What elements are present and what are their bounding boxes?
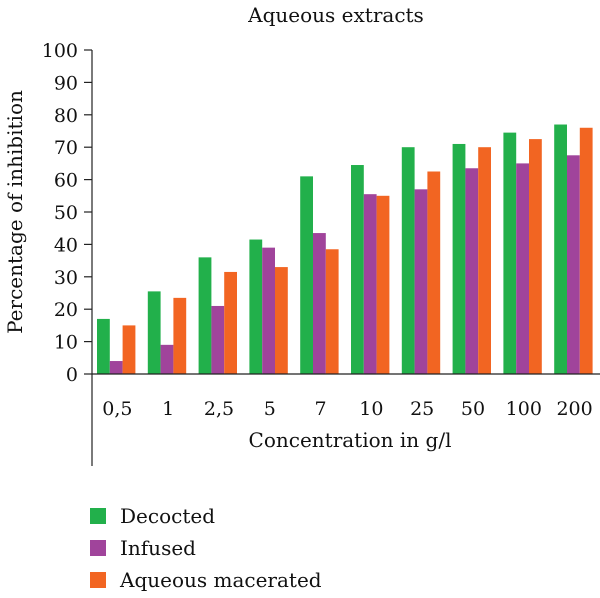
bar-infused xyxy=(516,163,529,374)
bar-decocted xyxy=(401,147,415,374)
y-tick-label: 60 xyxy=(54,170,78,192)
x-axis: 0,5 1 2,5 5 7 10 25 50 100 200 xyxy=(92,373,600,420)
bar-infused xyxy=(313,233,326,374)
y-tick-label: 40 xyxy=(54,234,78,256)
bar-aqueous-macerated xyxy=(325,249,339,374)
x-tick-label: 25 xyxy=(410,398,434,420)
bar-decocted xyxy=(452,143,466,374)
bar-infused xyxy=(363,194,377,374)
legend-item-aqueous-macerated: Aqueous macerated xyxy=(90,564,322,596)
bar-decocted xyxy=(198,257,212,374)
legend-swatch-decocted xyxy=(90,508,106,524)
bar-aqueous-macerated xyxy=(376,195,390,374)
y-tick-label: 0 xyxy=(66,364,78,386)
bar-infused xyxy=(109,361,123,374)
y-tick-label: 50 xyxy=(54,202,78,224)
bar-aqueous-macerated xyxy=(529,139,542,374)
y-tick-label: 80 xyxy=(54,105,78,127)
legend-label-aqueous-macerated: Aqueous macerated xyxy=(120,568,322,592)
legend-label-decocted: Decocted xyxy=(120,504,215,528)
bar-decocted xyxy=(300,176,313,374)
y-axis-label: Percentage of inhibition xyxy=(3,90,27,334)
y-axis: 0 10 20 30 40 50 60 70 80 90 100 xyxy=(42,40,93,466)
bar-infused xyxy=(465,168,479,374)
bar-aqueous-macerated xyxy=(275,267,288,374)
bar-infused xyxy=(262,247,275,374)
legend-swatch-infused xyxy=(90,540,106,556)
bar-decocted xyxy=(249,239,263,374)
x-tick-label: 50 xyxy=(461,398,485,420)
chart-title: Aqueous extracts xyxy=(247,3,424,27)
y-tick-label: 90 xyxy=(54,72,78,94)
x-tick-label: 2,5 xyxy=(204,398,234,420)
bar-infused xyxy=(160,344,174,374)
y-tick-label: 100 xyxy=(42,40,78,62)
y-tick-label: 70 xyxy=(54,137,78,159)
y-tick-label: 10 xyxy=(54,332,78,354)
bar-chart: Aqueous extracts 0102030405060708090100 … xyxy=(3,3,600,466)
bar-decocted xyxy=(554,124,567,375)
x-tick-label: 5 xyxy=(264,398,276,420)
bar-infused xyxy=(414,189,428,374)
bar-decocted xyxy=(147,291,161,374)
bar-aqueous-macerated xyxy=(173,297,187,374)
bar-infused xyxy=(211,305,225,374)
x-tick-label: 1 xyxy=(162,398,174,420)
legend-swatch-aqueous-macerated xyxy=(90,572,106,588)
bar-decocted xyxy=(351,165,364,374)
bar-aqueous-macerated xyxy=(427,171,441,374)
bar-aqueous-macerated xyxy=(579,127,593,374)
bar-aqueous-macerated xyxy=(478,147,491,374)
y-tick-label: 20 xyxy=(54,299,78,321)
x-tick-label: 7 xyxy=(315,398,327,420)
legend-item-decocted: Decocted xyxy=(90,500,322,532)
x-tick-label: 10 xyxy=(359,398,383,420)
x-tick-label: 0,5 xyxy=(102,398,132,420)
x-axis-label: Concentration in g/l xyxy=(249,428,452,452)
x-tick-label: 200 xyxy=(556,398,592,420)
legend: Decocted Infused Aqueous macerated xyxy=(90,500,322,596)
bar-decocted xyxy=(503,132,517,374)
legend-item-infused: Infused xyxy=(90,532,322,564)
bars xyxy=(97,124,593,375)
y-tick-label: 30 xyxy=(54,267,78,289)
x-tick-label: 100 xyxy=(506,398,542,420)
bar-aqueous-macerated xyxy=(122,325,136,374)
bar-aqueous-macerated xyxy=(224,271,237,374)
bar-decocted xyxy=(97,318,110,374)
bar-infused xyxy=(567,155,580,374)
legend-label-infused: Infused xyxy=(120,536,196,560)
